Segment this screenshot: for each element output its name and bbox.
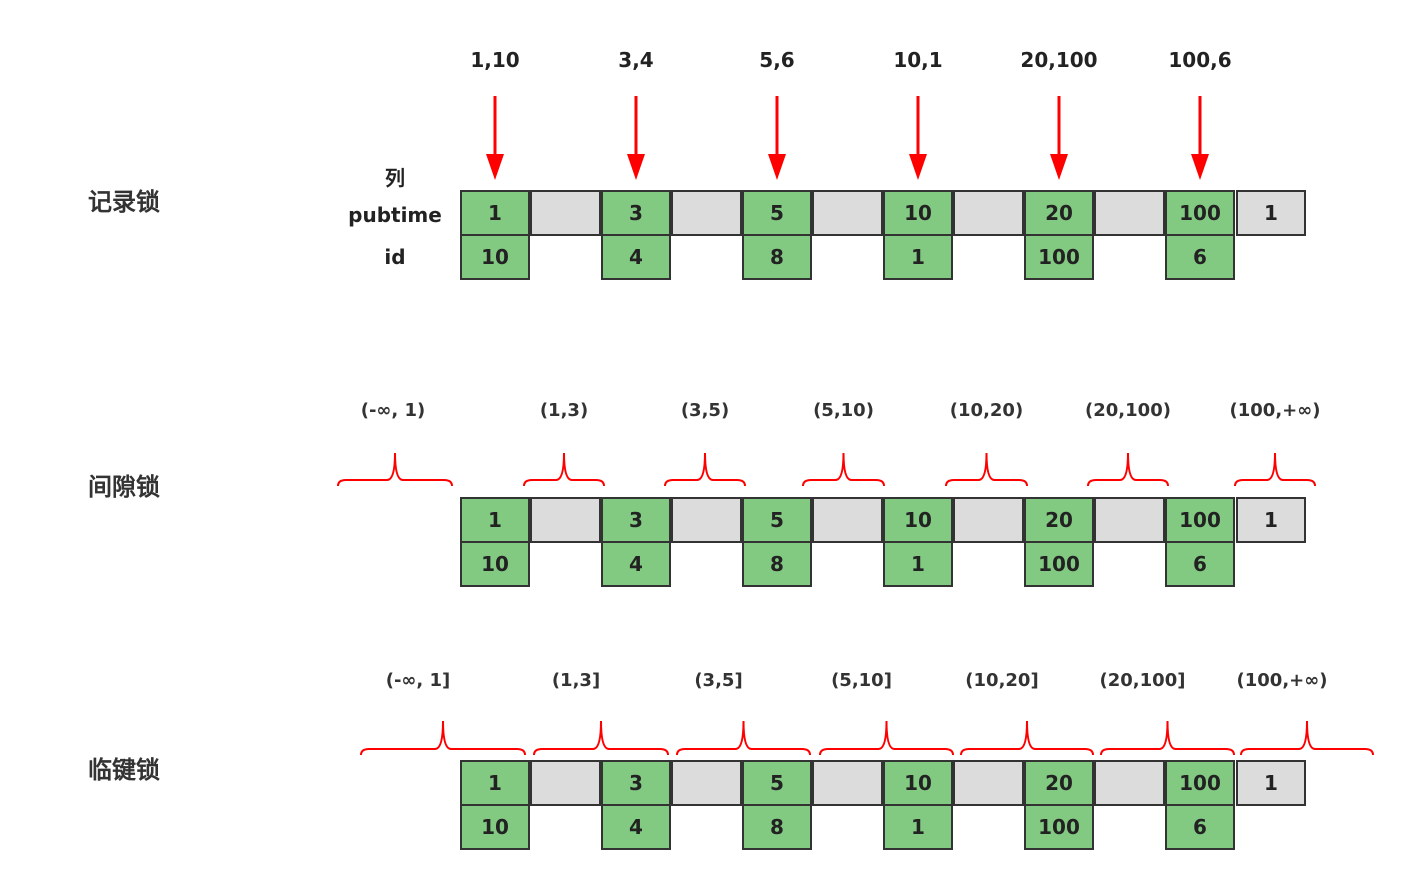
next-key-range-brace (960, 720, 1094, 756)
gap-range-brace (802, 452, 885, 487)
record-pubtime-cell: 1 (460, 190, 530, 236)
gap-range-label: (3,5) (680, 400, 730, 421)
next-key-range-brace (533, 720, 669, 756)
supremum-cell: 1 (1236, 497, 1306, 543)
gap-cell (1094, 760, 1165, 806)
next-key-range-label: (1,3] (551, 670, 601, 691)
record-id-cell: 4 (601, 234, 671, 280)
gap-range-brace (523, 452, 605, 487)
gap-range-brace (1087, 452, 1169, 487)
gap-cell (812, 497, 883, 543)
next-key-range-label: (3,5] (694, 670, 743, 691)
pointer-arrow-head (486, 154, 504, 180)
next-key-range-label: (-∞, 1] (385, 670, 451, 691)
record-id-cell: 1 (883, 541, 953, 587)
record-id-cell: 10 (460, 234, 530, 280)
record-id-cell: 8 (742, 234, 812, 280)
gap-cell (671, 760, 742, 806)
record-id-cell: 1 (883, 234, 953, 280)
record-id-cell: 10 (460, 541, 530, 587)
supremum-cell: 1 (1236, 760, 1306, 806)
pointer-arrow-head (627, 154, 645, 180)
record-pubtime-cell: 20 (1024, 497, 1094, 543)
gap-range-brace (664, 452, 746, 487)
record-id-cell: 10 (460, 804, 530, 850)
record-id-cell: 8 (742, 804, 812, 850)
gap-cell (812, 190, 883, 236)
record-id-cell: 4 (601, 541, 671, 587)
record-pubtime-cell: 3 (601, 760, 671, 806)
gap-cell (530, 190, 601, 236)
next-key-range-brace (360, 720, 526, 756)
section-label-record-lock: 记录锁 (88, 188, 160, 216)
record-pubtime-cell: 3 (601, 497, 671, 543)
record-pointer-label: 100,6 (1168, 48, 1232, 72)
record-pubtime-cell: 100 (1165, 190, 1235, 236)
gap-cell (1094, 190, 1165, 236)
gap-range-label: (5,10) (813, 400, 874, 421)
record-pointer-label: 1,10 (470, 48, 520, 72)
gap-cell (953, 497, 1024, 543)
record-id-cell: 6 (1165, 804, 1235, 850)
gap-cell (953, 760, 1024, 806)
section-label-next-key-lock: 临键锁 (88, 756, 160, 784)
gap-range-label: (20,100) (1085, 400, 1171, 421)
pointer-arrow-head (768, 154, 786, 180)
record-pubtime-cell: 100 (1165, 760, 1235, 806)
gap-range-label: (-∞, 1) (360, 400, 426, 421)
record-id-cell: 4 (601, 804, 671, 850)
gap-range-label: (100,+∞) (1229, 400, 1321, 421)
next-key-range-label: (10,20] (965, 670, 1039, 691)
gap-cell (812, 760, 883, 806)
supremum-cell: 1 (1236, 190, 1306, 236)
record-pubtime-cell: 20 (1024, 190, 1094, 236)
record-pointer-label: 5,6 (759, 48, 795, 72)
next-key-range-label: (20,100] (1099, 670, 1186, 691)
record-pointer-label: 10,1 (893, 48, 943, 72)
column-label-header: 列 (385, 166, 405, 190)
gap-cell (671, 497, 742, 543)
gap-range-brace (337, 452, 453, 487)
gap-cell (530, 497, 601, 543)
section-label-gap-lock: 间隙锁 (88, 473, 160, 501)
gap-cell (671, 190, 742, 236)
next-key-range-brace (1240, 720, 1374, 756)
gap-range-label: (1,3) (539, 400, 589, 421)
pointer-arrow-head (909, 154, 927, 180)
next-key-range-label: (5,10] (831, 670, 892, 691)
record-id-cell: 100 (1024, 804, 1094, 850)
gap-cell (953, 190, 1024, 236)
column-label-pubtime: pubtime (348, 203, 442, 227)
record-id-cell: 8 (742, 541, 812, 587)
pointer-arrow-head (1050, 154, 1068, 180)
next-key-range-brace (1100, 720, 1235, 756)
gap-range-brace (945, 452, 1028, 487)
record-id-cell: 6 (1165, 234, 1235, 280)
record-id-cell: 100 (1024, 234, 1094, 280)
record-pubtime-cell: 10 (883, 497, 953, 543)
record-pointer-label: 3,4 (618, 48, 654, 72)
pointer-arrow-head (1191, 154, 1209, 180)
gap-cell (530, 760, 601, 806)
record-id-cell: 100 (1024, 541, 1094, 587)
record-pubtime-cell: 1 (460, 497, 530, 543)
record-id-cell: 6 (1165, 541, 1235, 587)
gap-range-brace (1234, 452, 1316, 487)
record-pointer-label: 20,100 (1020, 48, 1098, 72)
next-key-range-brace (819, 720, 954, 756)
next-key-range-label: (100,+∞) (1236, 670, 1328, 691)
next-key-range-brace (676, 720, 811, 756)
record-pubtime-cell: 1 (460, 760, 530, 806)
gap-range-label: (10,20) (949, 400, 1024, 421)
gap-cell (1094, 497, 1165, 543)
column-label-id: id (384, 245, 406, 269)
record-id-cell: 1 (883, 804, 953, 850)
